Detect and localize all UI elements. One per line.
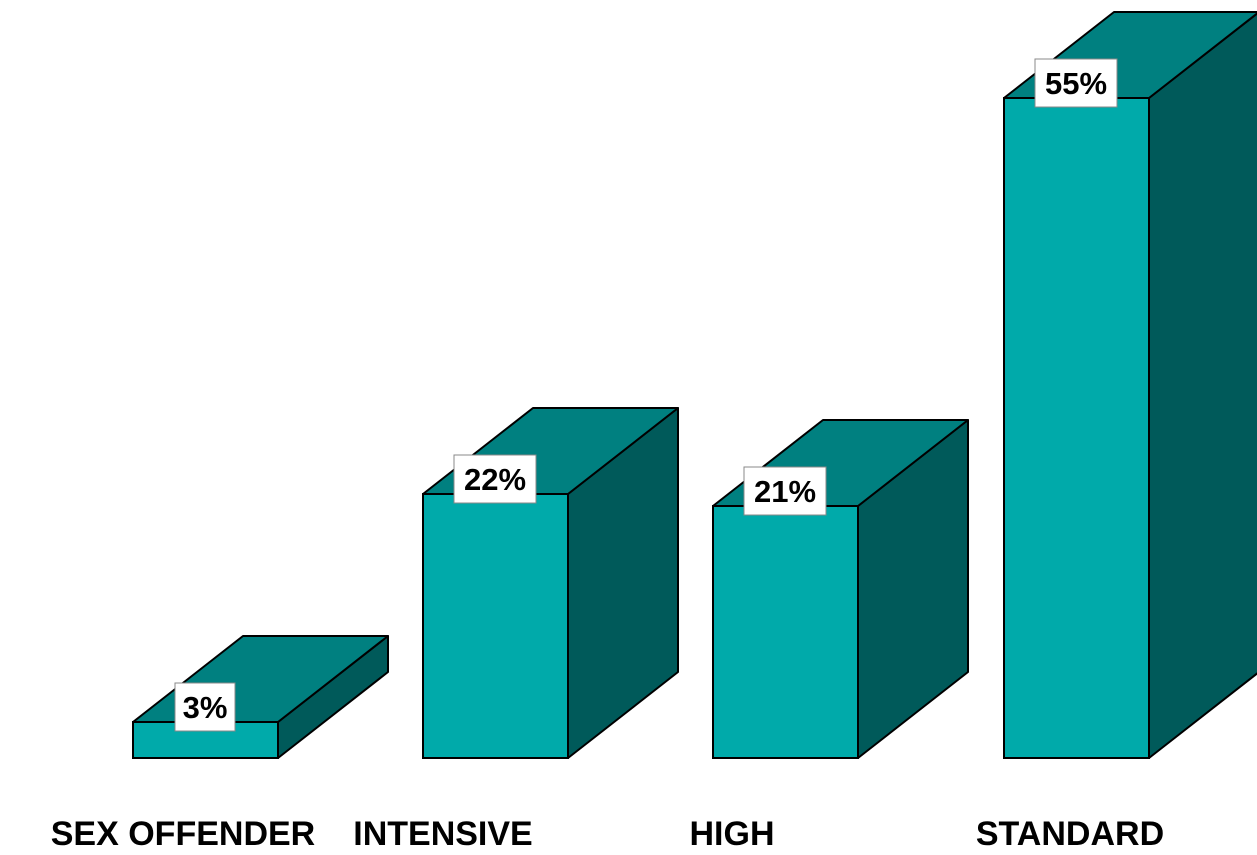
bar-standard: 55% — [1003, 11, 1257, 759]
data-label-box-sex-offender — [174, 682, 236, 732]
data-label-box-standard — [1034, 58, 1118, 108]
category-label-sex-offender: SEX OFFENDER — [51, 815, 315, 850]
bar-front-face-standard — [1003, 97, 1150, 759]
bar-side-face-standard — [1148, 12, 1257, 759]
data-label-sex-offender: 3% — [183, 690, 228, 725]
bar-front-face-high — [712, 505, 859, 759]
bar-intensive: 22% — [422, 407, 679, 759]
category-label-intensive: INTENSIVE — [353, 815, 532, 850]
category-labels-group: SEX OFFENDER INTENSIVE HIGH STANDARD — [51, 815, 1164, 853]
bar-front-face-intensive — [422, 493, 569, 759]
data-label-box-high — [743, 466, 827, 516]
bar-sex-offender: 3% — [132, 635, 389, 759]
data-label-high: 21% — [754, 474, 816, 509]
bar-high: 21% — [712, 419, 969, 759]
data-label-standard: 55% — [1045, 66, 1107, 101]
category-label-high: HIGH — [690, 815, 775, 850]
data-label-intensive: 22% — [464, 462, 526, 497]
data-label-box-intensive — [453, 454, 537, 504]
category-label-standard: STANDARD — [976, 815, 1164, 850]
bars-group: 3% 22% 21% 55% — [132, 11, 1257, 759]
